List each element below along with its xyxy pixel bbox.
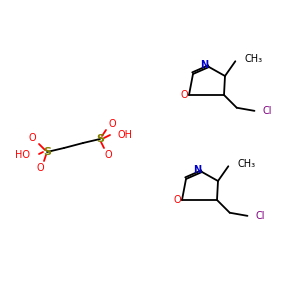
Text: N: N (193, 165, 201, 175)
Text: O: O (36, 163, 44, 173)
Text: Cl: Cl (262, 106, 272, 116)
Text: S: S (43, 147, 51, 157)
Text: O: O (180, 90, 188, 100)
Text: HO: HO (16, 150, 31, 160)
Text: CH₃: CH₃ (237, 159, 255, 169)
Text: O: O (28, 133, 36, 143)
Text: OH: OH (118, 130, 133, 140)
Text: O: O (173, 195, 181, 205)
Text: Cl: Cl (256, 211, 265, 221)
Text: O: O (108, 119, 116, 129)
Text: N: N (200, 60, 208, 70)
Text: CH₃: CH₃ (244, 54, 262, 64)
Text: O: O (104, 150, 112, 160)
Text: S: S (96, 134, 104, 144)
